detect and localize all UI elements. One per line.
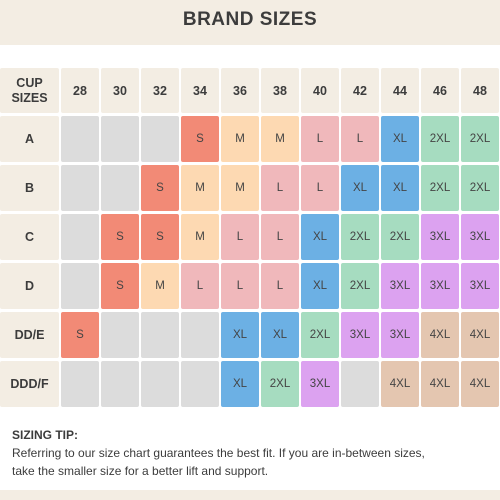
- size-cell: 2XL: [421, 116, 459, 162]
- size-cell: XL: [301, 214, 339, 260]
- size-cell: L: [221, 263, 259, 309]
- band-size-header: 32: [141, 68, 179, 113]
- size-cell: 3XL: [461, 263, 499, 309]
- cup-size-header: A: [0, 116, 59, 162]
- cup-size-header: DD/E: [0, 312, 59, 358]
- empty-size-cell: [101, 165, 139, 211]
- size-cell: S: [181, 116, 219, 162]
- size-cell: S: [101, 263, 139, 309]
- size-cell: 3XL: [461, 214, 499, 260]
- size-cell: 2XL: [461, 116, 499, 162]
- empty-size-cell: [61, 116, 99, 162]
- empty-size-cell: [181, 312, 219, 358]
- size-cell: 2XL: [381, 214, 419, 260]
- band-size-header: 34: [181, 68, 219, 113]
- size-cell: 2XL: [261, 361, 299, 407]
- size-cell: XL: [221, 312, 259, 358]
- size-cell: L: [181, 263, 219, 309]
- empty-size-cell: [101, 361, 139, 407]
- empty-size-cell: [341, 361, 379, 407]
- size-cell: L: [341, 116, 379, 162]
- size-cell: L: [261, 263, 299, 309]
- size-cell: S: [61, 312, 99, 358]
- size-chart-table: CUP SIZES 28 30 32 34 36 38 40 42 44 46 48 A S M M L L XL 2X…: [0, 68, 499, 407]
- sizing-tip-text-line-2: take the smaller size for a better lift …: [12, 464, 269, 478]
- title-band: [0, 0, 500, 45]
- band-size-header: 38: [261, 68, 299, 113]
- size-cell: M: [181, 165, 219, 211]
- size-cell: XL: [261, 312, 299, 358]
- size-cell: 3XL: [341, 312, 379, 358]
- sizing-tip-heading: SIZING TIP:: [12, 428, 78, 442]
- cup-size-header: DDD/F: [0, 361, 59, 407]
- size-cell: M: [141, 263, 179, 309]
- cup-size-header: D: [0, 263, 59, 309]
- size-cell: 4XL: [381, 361, 419, 407]
- size-cell: 3XL: [381, 312, 419, 358]
- empty-size-cell: [141, 361, 179, 407]
- size-cell: 3XL: [421, 263, 459, 309]
- size-cell: 4XL: [461, 312, 499, 358]
- band-size-header: 42: [341, 68, 379, 113]
- size-cell: 3XL: [421, 214, 459, 260]
- size-cell: M: [221, 116, 259, 162]
- size-cell: M: [181, 214, 219, 260]
- size-cell: 3XL: [301, 361, 339, 407]
- size-cell: 2XL: [341, 263, 379, 309]
- size-cell: 2XL: [301, 312, 339, 358]
- size-cell: L: [261, 214, 299, 260]
- empty-size-cell: [61, 361, 99, 407]
- band-size-header: 44: [381, 68, 419, 113]
- empty-size-cell: [101, 312, 139, 358]
- size-cell: S: [141, 165, 179, 211]
- size-cell: XL: [301, 263, 339, 309]
- empty-size-cell: [61, 263, 99, 309]
- size-cell: 4XL: [421, 312, 459, 358]
- corner-header-cup-sizes: CUP SIZES: [0, 68, 59, 113]
- empty-size-cell: [61, 214, 99, 260]
- band-size-header: 30: [101, 68, 139, 113]
- sizing-tip-text-line-1: Referring to our size chart guarantees t…: [12, 446, 425, 460]
- size-cell: XL: [341, 165, 379, 211]
- corner-header-line: SIZES: [11, 90, 48, 105]
- size-cell: XL: [381, 116, 419, 162]
- size-cell: M: [221, 165, 259, 211]
- size-cell: 4XL: [461, 361, 499, 407]
- empty-size-cell: [101, 116, 139, 162]
- size-cell: XL: [381, 165, 419, 211]
- band-size-header: 46: [421, 68, 459, 113]
- cup-size-header: B: [0, 165, 59, 211]
- empty-size-cell: [61, 165, 99, 211]
- size-cell: M: [261, 116, 299, 162]
- size-cell: L: [301, 165, 339, 211]
- size-cell: S: [101, 214, 139, 260]
- empty-size-cell: [141, 116, 179, 162]
- size-cell: 4XL: [421, 361, 459, 407]
- cup-size-header: C: [0, 214, 59, 260]
- corner-header-line: CUP: [16, 75, 43, 90]
- size-cell: 2XL: [421, 165, 459, 211]
- size-cell: 2XL: [341, 214, 379, 260]
- page-title: BRAND SIZES: [182, 9, 318, 30]
- size-cell: L: [261, 165, 299, 211]
- band-size-header: 28: [61, 68, 99, 113]
- band-size-header: 40: [301, 68, 339, 113]
- size-cell: S: [141, 214, 179, 260]
- footer-band: [0, 490, 500, 500]
- size-cell: XL: [221, 361, 259, 407]
- empty-size-cell: [181, 361, 219, 407]
- band-size-header: 48: [461, 68, 499, 113]
- empty-size-cell: [141, 312, 179, 358]
- size-cell: 2XL: [461, 165, 499, 211]
- size-cell: L: [301, 116, 339, 162]
- band-size-header: 36: [221, 68, 259, 113]
- sizing-tip: SIZING TIP: Referring to our size chart …: [12, 426, 492, 480]
- size-cell: L: [221, 214, 259, 260]
- size-cell: 3XL: [381, 263, 419, 309]
